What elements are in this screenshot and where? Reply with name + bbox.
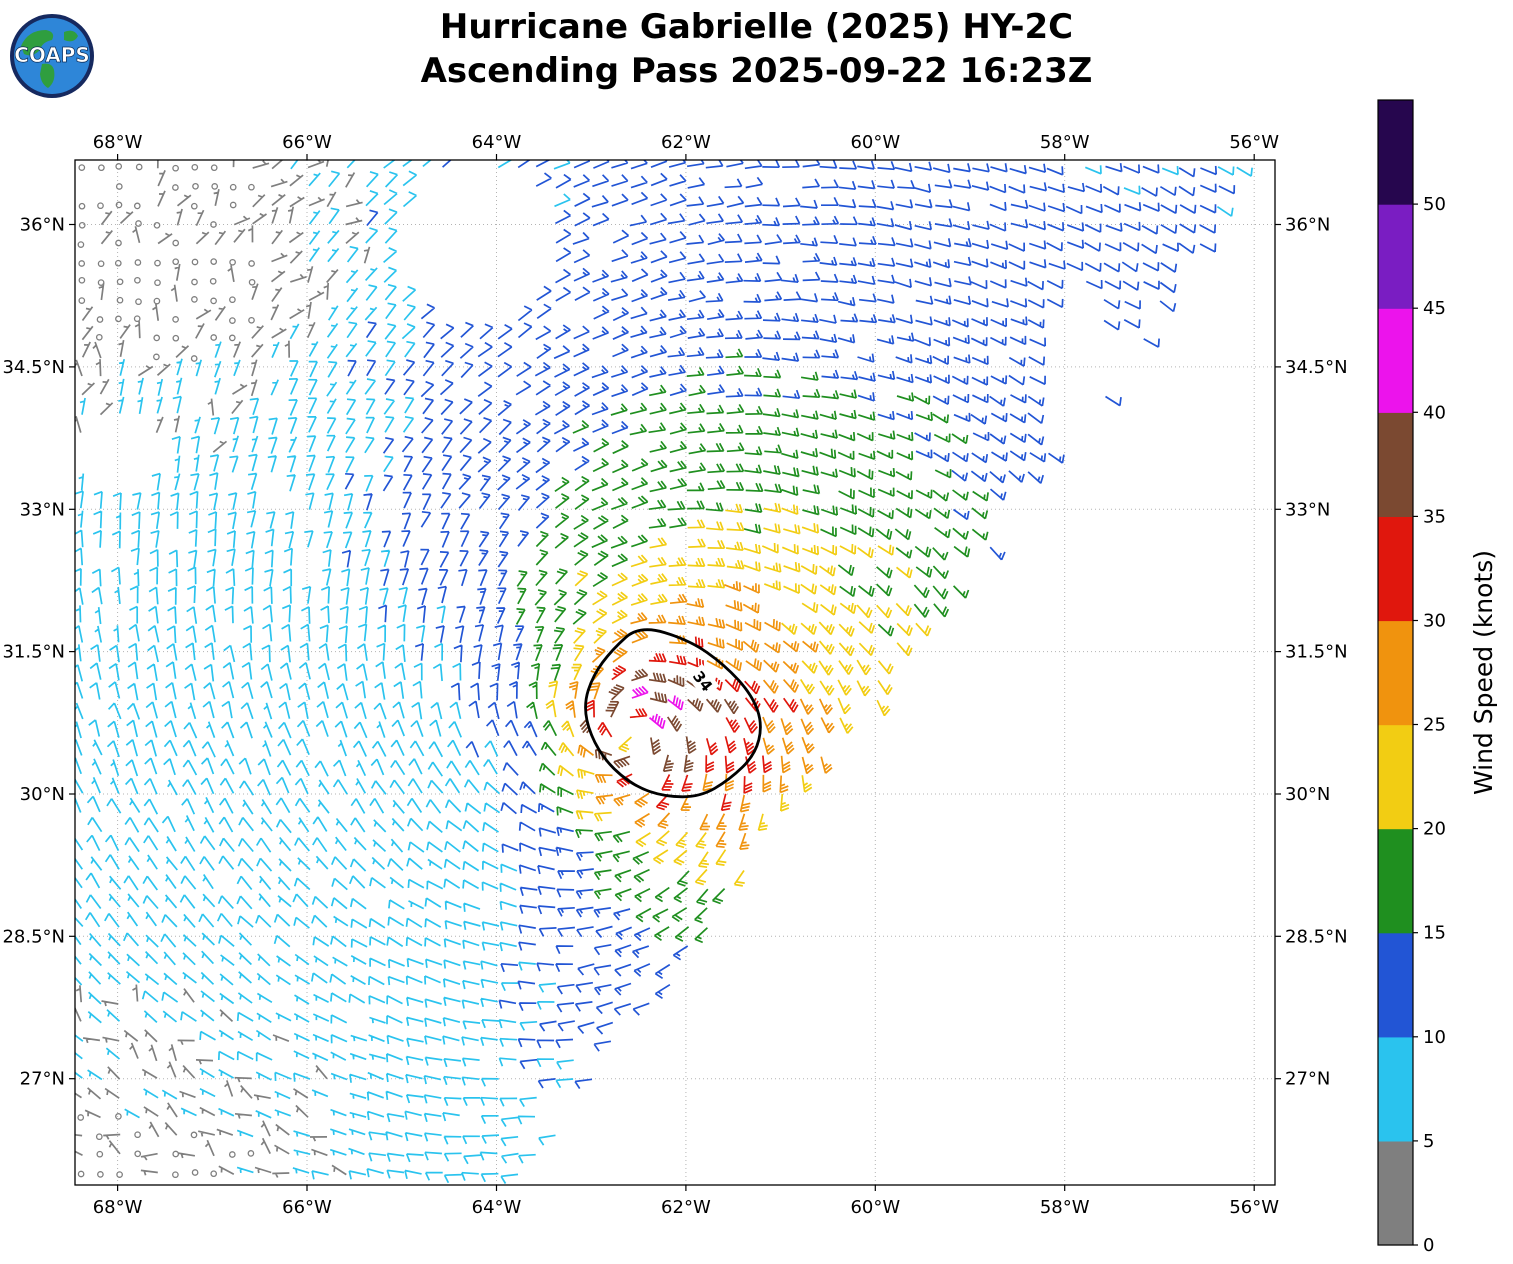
lon-tick-label: 62°W <box>661 132 711 153</box>
colorbar-tick-label: 40 <box>1423 402 1446 423</box>
colorbar-tick-label: 50 <box>1423 194 1446 215</box>
lon-tick-label: 58°W <box>1040 132 1090 153</box>
lat-tick-label: 33°N <box>1285 499 1330 520</box>
contour-34kt <box>584 628 762 799</box>
lon-tick-label: 60°W <box>850 132 900 153</box>
colorbar-tick-label: 30 <box>1423 611 1446 632</box>
colorbar-tick-label: 35 <box>1423 506 1446 527</box>
lon-tick-label: 64°W <box>472 1197 522 1218</box>
lat-tick-label: 28.5°N <box>1285 926 1348 947</box>
colorbar-tick-label: 25 <box>1423 715 1446 736</box>
lat-tick-label: 31.5°N <box>2 642 65 663</box>
chart-header: Hurricane Gabrielle (2025) HY-2C Ascendi… <box>0 6 1513 93</box>
lon-tick-label: 56°W <box>1229 132 1279 153</box>
wind-barbs <box>75 160 1253 1184</box>
colorbar-tick-label: 45 <box>1423 298 1446 319</box>
lat-tick-label: 27°N <box>1285 1069 1330 1090</box>
lat-tick-label: 27°N <box>20 1069 65 1090</box>
chart-title: Hurricane Gabrielle (2025) HY-2C <box>439 7 1074 47</box>
lon-tick-label: 66°W <box>282 132 332 153</box>
lat-tick-label: 30°N <box>20 784 65 805</box>
coaps-logo: COAPS <box>8 12 96 100</box>
lat-tick-label: 31.5°N <box>1285 642 1348 663</box>
colorbar-tick-label: 20 <box>1423 819 1446 840</box>
lat-tick-label: 28.5°N <box>2 926 65 947</box>
colorbar-tick-label: 5 <box>1423 1131 1434 1152</box>
lat-tick-label: 33°N <box>20 499 65 520</box>
lon-tick-label: 68°W <box>93 1197 143 1218</box>
coaps-logo-text: COAPS <box>14 43 90 67</box>
lat-tick-label: 34.5°N <box>1285 357 1348 378</box>
colorbar-tick-label: 15 <box>1423 923 1446 944</box>
map-frame <box>74 159 1276 1186</box>
lon-tick-label: 56°W <box>1229 1197 1279 1218</box>
axis-ticks <box>69 154 1281 1191</box>
colorbar-tick-label: 0 <box>1423 1235 1434 1256</box>
lon-tick-label: 62°W <box>661 1197 711 1218</box>
colorbar-tick-label: 10 <box>1423 1027 1446 1048</box>
chart-subtitle: Ascending Pass 2025-09-22 16:23Z <box>420 50 1093 91</box>
gridlines <box>75 160 1275 1185</box>
axis-tick-labels: 68°W 68°W 66°W 66°W 64°W 64°W 62°W 62°W 60°W 60°W… <box>2 132 1347 1218</box>
colorbar: 0 5 10 15 20 25 30 35 40 45 50 Wind Speed (knots) <box>1377 99 1498 1256</box>
lon-tick-label: 58°W <box>1040 1197 1090 1218</box>
lon-tick-label: 66°W <box>282 1197 332 1218</box>
contour-label: 34 <box>686 663 720 699</box>
lon-tick-label: 60°W <box>850 1197 900 1218</box>
lat-tick-label: 30°N <box>1285 784 1330 805</box>
lon-tick-label: 68°W <box>93 132 143 153</box>
coaps-globe-icon: COAPS <box>10 14 94 98</box>
lat-tick-label: 36°N <box>20 215 65 236</box>
colorbar-label: Wind Speed (knots) <box>1469 550 1498 795</box>
lat-tick-label: 34.5°N <box>2 357 65 378</box>
lon-tick-label: 64°W <box>472 132 522 153</box>
lat-tick-label: 36°N <box>1285 215 1330 236</box>
